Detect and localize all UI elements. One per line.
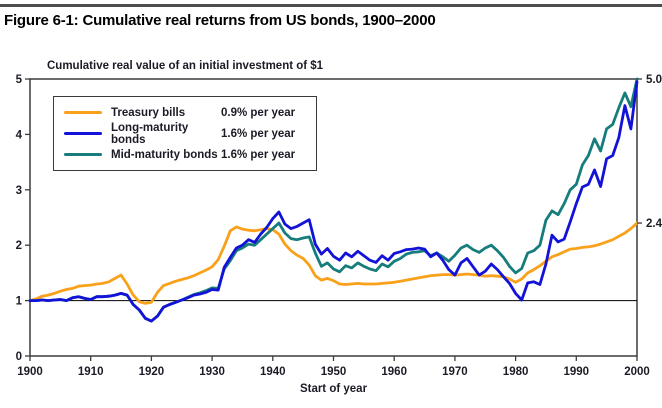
- legend-swatch-mid-maturity-bonds: [64, 152, 102, 157]
- x-axis-tick-label: 1940: [260, 366, 286, 378]
- legend-label: Treasury bills: [111, 106, 186, 119]
- y-axis-tick-label: 2: [16, 240, 22, 252]
- x-axis-tick-label: 1950: [321, 366, 347, 378]
- x-axis-tick-label: 1960: [381, 366, 407, 378]
- legend-rate: 0.9% per year: [221, 106, 296, 119]
- x-axis-tick-label: 1970: [442, 366, 468, 378]
- legend-rate: 1.6% per year: [221, 127, 296, 140]
- top-rule: [0, 4, 662, 7]
- legend-label: Mid-maturity bonds: [111, 148, 218, 161]
- end-value-label: 2.4: [646, 218, 662, 230]
- y-axis-tick-label: 5: [16, 74, 23, 86]
- x-axis-tick-label: 1920: [139, 366, 165, 378]
- x-axis-tick-label: 2000: [624, 366, 650, 378]
- x-axis-tick-label: 1990: [564, 366, 590, 378]
- x-axis-label: Start of year: [299, 383, 368, 395]
- x-axis-tick-label: 1980: [503, 366, 529, 378]
- legend-swatch-treasury-bills: [64, 110, 102, 115]
- legend-row-long-maturity-bonds: Long-maturity bonds 1.6% per year: [64, 121, 316, 146]
- legend-swatch-long-maturity-bonds: [64, 131, 102, 136]
- legend-row-mid-maturity-bonds: Mid-maturity bonds 1.6% per year: [64, 144, 316, 165]
- chart-subtitle: Cumulative real value of an initial inve…: [47, 60, 324, 72]
- y-axis-tick-label: 4: [16, 129, 23, 141]
- legend-label: Long-maturity bonds: [111, 121, 189, 146]
- legend-rate: 1.6% per year: [221, 148, 296, 161]
- y-axis-tick-label: 1: [16, 296, 23, 308]
- legend: Treasury bills 0.9% per year Long-maturi…: [53, 96, 317, 171]
- series-line-treasury-bills: [28, 221, 639, 305]
- y-axis-tick-label: 0: [16, 351, 22, 363]
- y-axis-tick-label: 3: [16, 185, 22, 197]
- figure-title: Figure 6-1: Cumulative real returns from…: [4, 12, 436, 29]
- legend-row-treasury-bills: Treasury bills 0.9% per year: [64, 102, 316, 123]
- x-axis-tick-label: 1900: [17, 366, 43, 378]
- end-value-label: 5.0: [646, 74, 662, 86]
- x-axis-tick-label: 1910: [78, 366, 104, 378]
- x-axis-tick-label: 1930: [199, 366, 225, 378]
- series-line-long-maturity-bonds: [28, 80, 639, 323]
